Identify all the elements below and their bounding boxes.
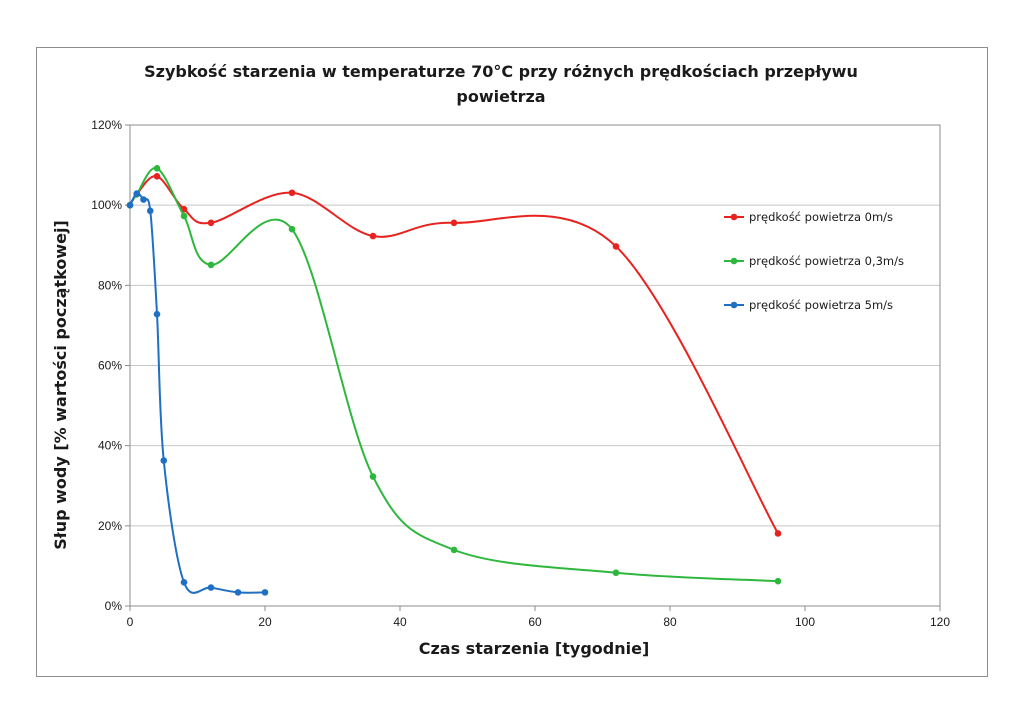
data-point — [261, 589, 269, 596]
y-tick-label: 100% — [91, 198, 122, 212]
legend: prędkość powietrza 0m/s prędkość powietrz… — [724, 210, 904, 312]
y-tick-label: 80% — [98, 278, 122, 292]
series-03ms — [126, 164, 782, 585]
x-axis-ticks: 0 20 40 60 80 100 120 — [127, 606, 950, 629]
legend-item: prędkość powietrza 0m/s — [724, 210, 893, 224]
legend-marker — [730, 301, 738, 309]
data-point — [180, 212, 188, 220]
gridlines — [130, 204, 940, 527]
series-line — [129, 167, 779, 583]
data-point — [450, 219, 458, 227]
y-tick-label: 0% — [105, 599, 123, 613]
x-tick-label: 100 — [795, 615, 815, 629]
data-point — [153, 173, 161, 180]
data-point — [234, 589, 242, 596]
x-tick-label: 80 — [663, 615, 677, 629]
y-tick-label: 60% — [98, 359, 122, 373]
x-tick-label: 0 — [127, 615, 134, 629]
series-line — [129, 175, 779, 534]
data-point — [774, 530, 782, 537]
data-point — [369, 232, 377, 240]
data-point — [288, 225, 296, 233]
y-tick-label: 20% — [98, 519, 122, 533]
data-point — [153, 164, 161, 172]
chart-title-line-1: Szybkość starzenia w temperaturze 70°C p… — [144, 62, 858, 81]
legend-label: prędkość powietrza 0m/s — [749, 210, 893, 224]
series-0ms — [126, 173, 782, 537]
data-point — [612, 569, 620, 577]
x-tick-label: 60 — [528, 615, 542, 629]
series-5ms — [126, 190, 269, 596]
line-chart: Szybkość starzenia w temperaturze 70°C p… — [51, 62, 950, 658]
data-point — [612, 243, 620, 250]
data-point — [153, 310, 161, 318]
legend-item: prędkość powietrza 5m/s — [724, 298, 893, 312]
data-point — [774, 577, 782, 585]
x-tick-label: 40 — [393, 615, 407, 629]
data-point — [369, 473, 377, 480]
data-point — [207, 219, 215, 227]
y-axis-ticks: 0% 20% 40% 60% 80% 100% 120% — [91, 118, 130, 613]
x-axis-label: Czas starzenia [tygodnie] — [419, 639, 650, 658]
series-lines — [126, 164, 782, 596]
chart-title-line-2: powietrza — [456, 87, 545, 106]
data-point — [133, 190, 141, 197]
data-point — [450, 546, 458, 554]
legend-marker — [730, 213, 738, 221]
y-axis-label: Słup wody [% wartości początkowej] — [51, 220, 70, 550]
legend-label: prędkość powietrza 5m/s — [749, 298, 893, 312]
data-point — [180, 579, 188, 586]
legend-item: prędkość powietrza 0,3m/s — [724, 254, 904, 268]
chart-frame: Szybkość starzenia w temperaturze 70°C p… — [36, 47, 988, 677]
x-tick-label: 20 — [258, 615, 272, 629]
legend-label: prędkość powietrza 0,3m/s — [749, 254, 904, 268]
data-point — [126, 201, 134, 209]
data-point — [140, 196, 147, 203]
x-tick-label: 120 — [930, 615, 950, 629]
data-point — [207, 261, 215, 269]
data-point — [146, 207, 154, 215]
y-tick-label: 40% — [98, 439, 122, 453]
data-point — [288, 189, 296, 197]
legend-marker — [730, 257, 738, 265]
data-point — [160, 457, 168, 464]
y-tick-label: 120% — [91, 118, 122, 132]
data-point — [207, 584, 215, 591]
